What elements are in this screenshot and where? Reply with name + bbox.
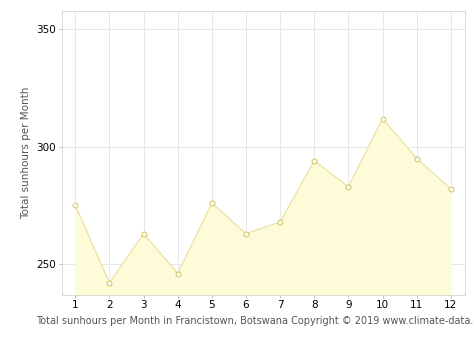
Y-axis label: Total sunhours per Month: Total sunhours per Month <box>21 87 31 219</box>
X-axis label: Total sunhours per Month in Francistown, Botswana Copyright © 2019 www.climate-d: Total sunhours per Month in Francistown,… <box>36 316 474 326</box>
